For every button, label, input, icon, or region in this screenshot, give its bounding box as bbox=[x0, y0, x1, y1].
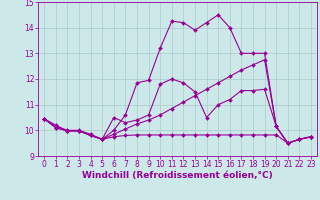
X-axis label: Windchill (Refroidissement éolien,°C): Windchill (Refroidissement éolien,°C) bbox=[82, 171, 273, 180]
